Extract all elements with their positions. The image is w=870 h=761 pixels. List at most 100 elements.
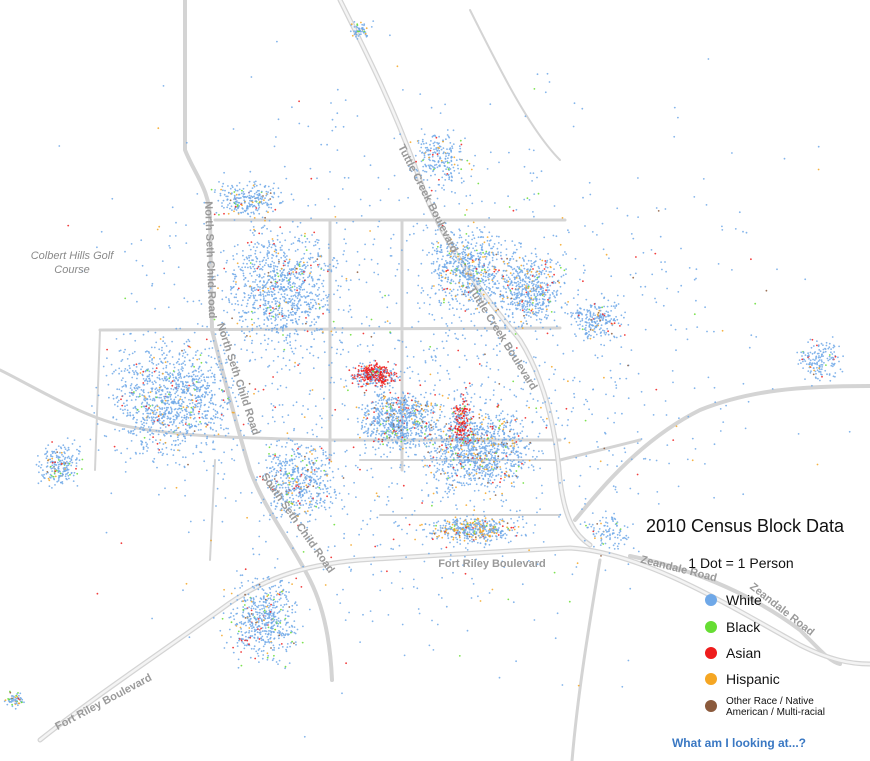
person-dot bbox=[530, 288, 533, 290]
person-dot bbox=[254, 252, 257, 255]
person-dot bbox=[175, 425, 178, 427]
person-dot bbox=[492, 276, 495, 279]
person-dot bbox=[499, 290, 502, 292]
person-dot bbox=[262, 289, 264, 292]
person-dot bbox=[481, 441, 484, 443]
person-dot bbox=[498, 420, 501, 422]
person-dot bbox=[549, 328, 552, 331]
person-dot bbox=[328, 311, 331, 314]
person-dot bbox=[498, 282, 500, 285]
person-dot bbox=[575, 335, 577, 337]
person-dot bbox=[373, 391, 376, 393]
person-dot bbox=[496, 460, 498, 463]
person-dot bbox=[268, 252, 270, 255]
person-dot bbox=[538, 301, 541, 304]
person-dot bbox=[243, 292, 246, 294]
person-dot bbox=[500, 443, 503, 446]
person-dot bbox=[481, 423, 483, 426]
person-dot bbox=[192, 408, 195, 411]
person-dot bbox=[465, 472, 468, 474]
person-dot bbox=[518, 267, 520, 270]
person-dot bbox=[578, 327, 581, 330]
person-dot bbox=[519, 452, 522, 454]
person-dot bbox=[124, 408, 126, 411]
person-dot bbox=[519, 295, 522, 297]
person-dot bbox=[445, 262, 448, 265]
person-dot bbox=[499, 418, 502, 421]
person-dot bbox=[457, 447, 460, 450]
person-dot bbox=[460, 482, 462, 484]
person-dot bbox=[233, 296, 236, 299]
person-dot bbox=[189, 346, 192, 349]
person-dot bbox=[482, 477, 484, 480]
person-dot bbox=[316, 278, 319, 281]
person-dot bbox=[141, 416, 144, 419]
person-dot bbox=[292, 242, 295, 245]
person-dot bbox=[205, 361, 208, 364]
person-dot bbox=[224, 377, 227, 380]
person-dot bbox=[450, 432, 453, 434]
person-dot bbox=[597, 306, 600, 308]
person-dot bbox=[164, 377, 167, 380]
person-dot bbox=[576, 309, 579, 312]
person-dot bbox=[434, 233, 437, 236]
person-dot bbox=[596, 320, 598, 322]
person-dot bbox=[276, 234, 279, 237]
person-dot bbox=[132, 414, 135, 417]
person-dot bbox=[180, 403, 183, 405]
person-dot bbox=[305, 322, 307, 325]
person-dot bbox=[241, 266, 244, 269]
person-dot bbox=[166, 391, 169, 393]
person-dot bbox=[391, 439, 393, 441]
person-dot bbox=[152, 383, 155, 385]
person-dot bbox=[298, 265, 301, 268]
person-dot bbox=[245, 256, 248, 259]
person-dot bbox=[165, 406, 168, 409]
person-dot bbox=[133, 391, 135, 393]
person-dot bbox=[143, 398, 146, 401]
person-dot bbox=[175, 383, 178, 386]
person-dot bbox=[553, 268, 555, 270]
person-dot bbox=[134, 339, 137, 342]
person-dot bbox=[503, 278, 506, 280]
person-dot bbox=[370, 407, 373, 410]
person-dot bbox=[192, 383, 195, 386]
person-dot bbox=[296, 297, 299, 300]
person-dot bbox=[110, 363, 113, 366]
person-dot bbox=[250, 288, 253, 290]
person-dot bbox=[180, 363, 183, 365]
person-dot bbox=[116, 405, 119, 408]
person-dot bbox=[620, 314, 623, 317]
person-dot bbox=[288, 270, 290, 273]
person-dot bbox=[610, 305, 613, 307]
person-dot bbox=[481, 465, 484, 468]
person-dot bbox=[436, 272, 439, 275]
person-dot bbox=[586, 309, 588, 311]
person-dot bbox=[480, 253, 482, 256]
person-dot bbox=[474, 464, 477, 467]
person-dot bbox=[607, 311, 609, 314]
person-dot bbox=[515, 417, 518, 420]
person-dot bbox=[420, 393, 422, 396]
person-dot bbox=[258, 274, 261, 277]
person-dot bbox=[556, 261, 559, 264]
person-dot bbox=[540, 304, 542, 307]
person-dot bbox=[252, 265, 255, 268]
person-dot bbox=[149, 412, 152, 415]
person-dot bbox=[505, 455, 508, 457]
person-dot bbox=[513, 302, 516, 304]
person-dot bbox=[141, 429, 144, 431]
person-dot bbox=[391, 414, 394, 416]
person-dot bbox=[183, 385, 186, 388]
person-dot bbox=[596, 313, 599, 316]
person-dot bbox=[503, 262, 506, 265]
person-dot bbox=[473, 474, 476, 476]
person-dot bbox=[230, 448, 233, 451]
person-dot bbox=[222, 349, 225, 352]
person-dot bbox=[126, 409, 129, 412]
person-dot bbox=[438, 434, 440, 437]
person-dot bbox=[251, 329, 254, 332]
person-dot bbox=[361, 404, 364, 406]
person-dot bbox=[579, 311, 582, 314]
person-dot bbox=[528, 459, 531, 462]
